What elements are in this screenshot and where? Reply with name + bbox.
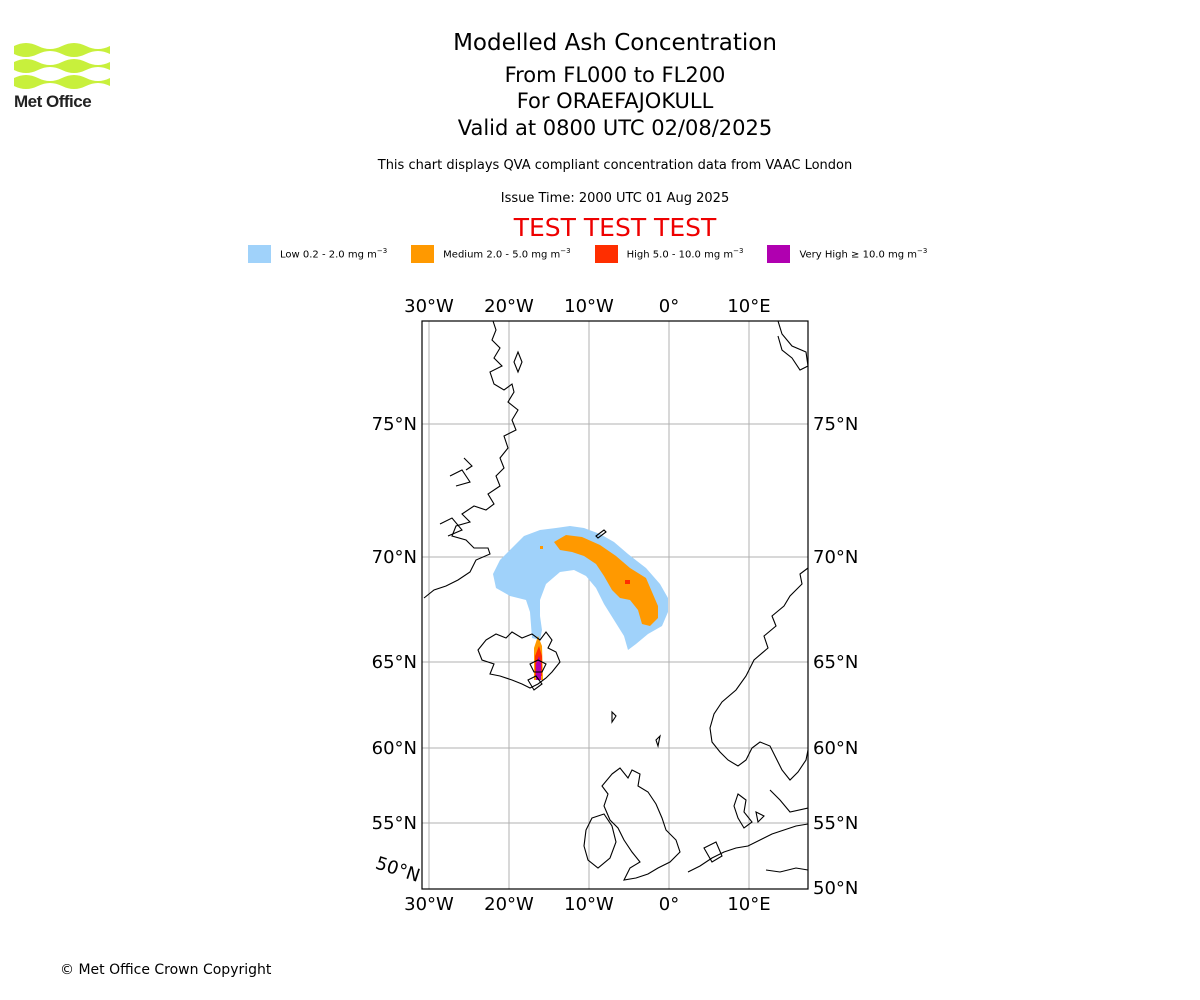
lon-label-bottom: 30°W [404,894,454,915]
map-area [422,321,808,889]
lat-label-left: 50°N [373,853,423,887]
iceland-coastline [477,631,561,689]
logo-wordmark: Met Office [14,92,92,111]
chart-title: Modelled Ash Concentration [453,30,777,56]
lon-label-top: 0° [659,296,679,317]
legend-label-very-high: Very High ≥ 10.0 mg m [799,249,918,261]
lon-label-top: 10°E [727,296,770,317]
volcano-name: For ORAEFAJOKULL [516,89,714,113]
met-office-logo-icon [14,43,110,89]
lon-label-bottom: 20°W [484,894,534,915]
lat-label-right: 75°N [813,414,858,435]
chart-description: This chart displays QVA compliant concen… [377,158,853,173]
ash-source-very-high [536,656,541,680]
concentration-legend: Low 0.2 - 2.0 mg m−3 Medium 2.0 - 5.0 mg… [248,244,951,264]
lon-label-top: 10°W [564,296,614,317]
legend-item-medium: Medium 2.0 - 5.0 mg m−3 [411,245,571,263]
legend-item-low: Low 0.2 - 2.0 mg m−3 [248,245,387,263]
lon-label-top: 20°W [484,296,534,317]
issue-time: Issue Time: 2000 UTC 01 Aug 2025 [500,191,730,206]
map-axis-labels: 30°W 20°W 10°W 0° 10°E 30°W 20°W 10°W 0°… [372,296,859,915]
ash-medium-region [554,535,658,626]
lat-label-left: 60°N [372,738,417,759]
ash-high-spot [625,580,630,584]
legend-swatch-very-high [767,245,791,263]
legend-label-high: High 5.0 - 10.0 mg m [626,249,734,261]
lat-label-right: 60°N [813,738,858,759]
lon-label-bottom: 10°W [564,894,614,915]
lon-label-top: 30°W [404,296,454,317]
lon-label-bottom: 0° [659,894,679,915]
map-frame [421,320,809,890]
coastlines [423,321,808,881]
test-banner: TEST TEST TEST [513,213,717,242]
lat-label-left: 75°N [372,414,417,435]
valid-time: Valid at 0800 UTC 02/08/2025 [457,116,773,140]
legend-item-very-high: Very High ≥ 10.0 mg m−3 [767,245,927,263]
great-britain-coastline [601,767,681,881]
legend-swatch-high [594,245,618,263]
lat-label-left: 55°N [372,813,417,834]
lat-label-left: 70°N [372,547,417,568]
lat-label-right: 65°N [813,652,858,673]
legend-label-medium: Medium 2.0 - 5.0 mg m [443,249,561,261]
legend-swatch-low [248,245,271,263]
lon-label-bottom: 10°E [727,894,770,915]
legend-label-low: Low 0.2 - 2.0 mg m [280,249,377,261]
lat-label-right: 50°N [813,878,858,899]
ireland-coastline [583,813,617,869]
legend-swatch-medium [411,245,435,263]
lat-label-left: 65°N [372,652,417,673]
ash-medium-dot [540,546,543,549]
lat-label-right: 55°N [813,813,858,834]
lat-label-right: 70°N [813,547,858,568]
legend-item-high: High 5.0 - 10.0 mg m−3 [594,245,743,263]
flight-level-range: From FL000 to FL200 [504,63,726,87]
copyright-notice: © Met Office Crown Copyright [60,962,272,978]
ash-low-region [493,526,668,650]
